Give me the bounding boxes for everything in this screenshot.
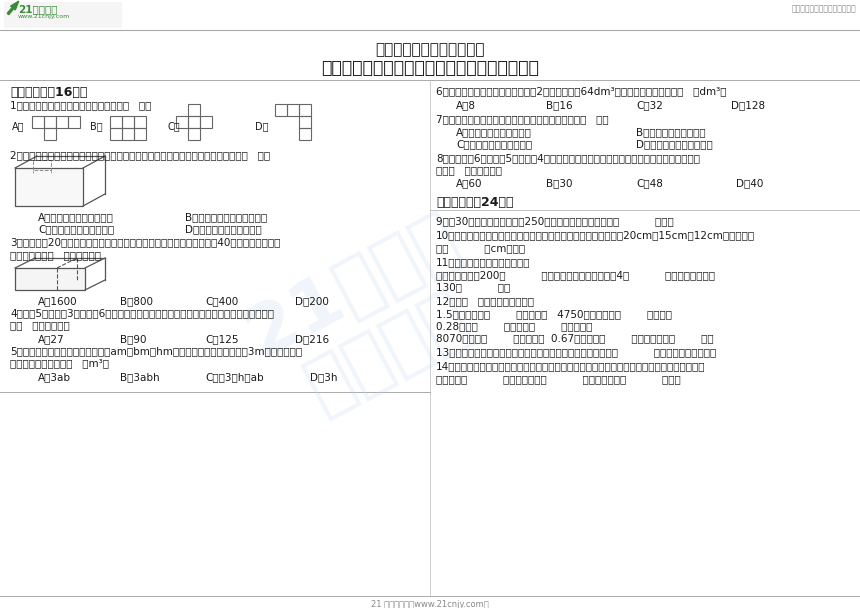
Bar: [4, 2, 122, 28]
Bar: [110, 128, 122, 140]
Text: 12．在（   ）里填上合适的数。: 12．在（ ）里填上合适的数。: [436, 296, 534, 306]
Bar: [299, 128, 311, 140]
Bar: [275, 104, 287, 116]
Bar: [44, 116, 56, 128]
Text: A．体积不变，表面积变小: A．体积不变，表面积变小: [456, 127, 531, 137]
Text: 电冰箱的容积是200（           ）。教室黑板的面积大约是4（           ）。小明的身高是: 电冰箱的容积是200（ ）。教室黑板的面积大约是4（ ）。小明的身高是: [436, 270, 715, 280]
Bar: [299, 116, 311, 128]
Text: 3．一个长为20厘米的长方体，按图中的横截面切成两段，表面积增加了40平方厘米，原来长: 3．一个长为20厘米的长方体，按图中的横截面切成两段，表面积增加了40平方厘米，…: [10, 237, 280, 247]
Text: B．30: B．30: [546, 178, 573, 188]
Text: 0.28升＝（        ）毫升＝（        ）立方厘米: 0.28升＝（ ）毫升＝（ ）立方厘米: [436, 321, 593, 331]
Text: 9．把30升的酒精装入容积是250毫升的酒精瓶里，能装满（           ）瓶。: 9．把30升的酒精装入容积是250毫升的酒精瓶里，能装满（ ）瓶。: [436, 216, 673, 226]
Text: B．: B．: [90, 121, 102, 131]
Text: D．体积和表面积都不是变: D．体积和表面积都不是变: [185, 224, 261, 234]
Text: 21 世纪教育网（www.21cnjy.com）: 21 世纪教育网（www.21cnjy.com）: [372, 600, 488, 608]
Text: D．216: D．216: [295, 334, 329, 344]
Text: A．27: A．27: [38, 334, 64, 344]
Text: A．体积减少，表面积不变: A．体积减少，表面积不变: [38, 212, 114, 222]
Bar: [176, 116, 188, 128]
Bar: [122, 128, 134, 140]
Bar: [122, 116, 134, 128]
Bar: [188, 116, 200, 128]
Bar: [32, 116, 44, 128]
Text: C．（3＋h）ab: C．（3＋h）ab: [205, 372, 264, 382]
Text: A．: A．: [12, 121, 24, 131]
Bar: [188, 128, 200, 140]
Text: 11．在括号里填上合适的单位。: 11．在括号里填上合适的单位。: [436, 257, 531, 267]
Bar: [15, 168, 83, 206]
Text: A．60: A．60: [456, 178, 482, 188]
Text: 体的体积比原来增加（   ）m³。: 体的体积比原来增加（ ）m³。: [10, 358, 109, 368]
Bar: [287, 104, 299, 116]
Text: 8．把一个长6厘米、宽5厘米、高4厘米的长方体切成两个完全相同的小长方体，表面积最多: 8．把一个长6厘米、宽5厘米、高4厘米的长方体切成两个完全相同的小长方体，表面积…: [436, 153, 700, 163]
Text: D．: D．: [255, 121, 268, 131]
Text: 了（           ）cm铁丝。: 了（ ）cm铁丝。: [436, 243, 525, 253]
Text: B．体积减少，表面积也减少: B．体积减少，表面积也减少: [185, 212, 267, 222]
Bar: [134, 128, 146, 140]
Bar: [33, 160, 51, 170]
Text: 人教版小学数学五年级下册: 人教版小学数学五年级下册: [375, 42, 485, 57]
Text: www.21cnjy.com: www.21cnjy.com: [18, 14, 71, 19]
Text: C．32: C．32: [636, 100, 663, 110]
Bar: [68, 116, 80, 128]
Text: 出红面对（           ）面，绿面对（           ）面，蓝面对（           ）面。: 出红面对（ ）面，绿面对（ ）面，蓝面对（ ）面。: [436, 374, 681, 384]
Text: D．200: D．200: [295, 296, 329, 306]
Text: 130（           ）。: 130（ ）。: [436, 282, 510, 292]
Text: D．128: D．128: [731, 100, 765, 110]
Text: 10．用铁丝焊接一个长方体框架，同一顶点上的三根铁丝长分别为20cm、15cm和12cm，则一共用: 10．用铁丝焊接一个长方体框架，同一顶点上的三根铁丝长分别为20cm、15cm和…: [436, 230, 755, 240]
Text: 6．一个正方体的棱长扩大到原来的2倍后，体积是64dm³，正方体原来的体积是（   ）dm³。: 6．一个正方体的棱长扩大到原来的2倍后，体积是64dm³，正方体原来的体积是（ …: [436, 86, 727, 96]
Text: D．体积变小，表面积变大: D．体积变小，表面积变大: [636, 139, 713, 149]
Bar: [44, 128, 56, 140]
Bar: [134, 116, 146, 128]
Text: A．1600: A．1600: [38, 296, 77, 306]
Text: 7．用两个完全相同的小正方体拼成一个长方体，则（   ）。: 7．用两个完全相同的小正方体拼成一个长方体，则（ ）。: [436, 114, 609, 124]
Text: 增加（   ）平方厘米。: 增加（ ）平方厘米。: [436, 165, 502, 175]
Text: D．40: D．40: [736, 178, 764, 188]
Bar: [56, 116, 68, 128]
Text: 1.5立方分米＝（        ）立方厘米   4750立方分米＝（        ）立方米: 1.5立方分米＝（ ）立方厘米 4750立方分米＝（ ）立方米: [436, 309, 672, 319]
Text: C．48: C．48: [636, 178, 663, 188]
Bar: [15, 268, 85, 290]
Bar: [110, 116, 122, 128]
Text: D．3h: D．3h: [310, 372, 337, 382]
Text: B．800: B．800: [120, 296, 153, 306]
Text: 是（   ）立方分米。: 是（ ）立方分米。: [10, 320, 70, 330]
Text: 中小学教育资源及组卷应用平台: 中小学教育资源及组卷应用平台: [791, 4, 856, 13]
Text: 二、填空题（24分）: 二、填空题（24分）: [436, 196, 513, 209]
FancyArrow shape: [7, 1, 19, 15]
Bar: [299, 104, 311, 116]
Text: 8070毫升＝（        ）立方分米  0.67立方米＝（        ）立方分米＝（        ）升: 8070毫升＝（ ）立方分米 0.67立方米＝（ ）立方分米＝（ ）升: [436, 333, 714, 343]
Text: B．体积和表面积都不变: B．体积和表面积都不变: [636, 127, 705, 137]
Text: 21世纪教育: 21世纪教育: [18, 4, 58, 14]
Text: 5．一个长方体的长、宽、高分别为am、bm、hm，如果长、宽不变，高增加3m，那么新长方: 5．一个长方体的长、宽、高分别为am、bm、hm，如果长、宽不变，高增加3m，那…: [10, 346, 302, 356]
Text: 第三单元《长方体和正方体》质量调研卷（一）: 第三单元《长方体和正方体》质量调研卷（一）: [321, 59, 539, 77]
Text: C．体积不变，表面积变大: C．体积不变，表面积变大: [456, 139, 532, 149]
Text: C．400: C．400: [205, 296, 238, 306]
Text: 方体的体积是（   ）立方厘米。: 方体的体积是（ ）立方厘米。: [10, 250, 101, 260]
Text: A．8: A．8: [456, 100, 476, 110]
Text: 4．将长5分米、宽3分米、高6分米的一块长方体木料锯成最大的正方体，这个正方体的体积: 4．将长5分米、宽3分米、高6分米的一块长方体木料锯成最大的正方体，这个正方体的…: [10, 308, 274, 318]
Text: 1．如图，图形折叠后能围成正方体的是（   ）。: 1．如图，图形折叠后能围成正方体的是（ ）。: [10, 100, 151, 110]
Text: 2．如图，将一个长方体木块的中间挖掉一小个小长方体木块，下面的说法正确的是（   ）。: 2．如图，将一个长方体木块的中间挖掉一小个小长方体木块，下面的说法正确的是（ ）…: [10, 150, 270, 160]
Text: 一、选择题（16分）: 一、选择题（16分）: [10, 86, 88, 99]
Text: C．体积减少，表面积增加: C．体积减少，表面积增加: [38, 224, 114, 234]
Text: A．3ab: A．3ab: [38, 372, 71, 382]
Text: B．16: B．16: [546, 100, 573, 110]
Text: 14．一个正方体的六个面分别涂上红、黄、蓝、绿、白、黑六种颜色，根据下图看到的颜色推断: 14．一个正方体的六个面分别涂上红、黄、蓝、绿、白、黑六种颜色，根据下图看到的颜…: [436, 361, 705, 371]
Bar: [200, 116, 212, 128]
Text: 21世纪教
育研究院: 21世纪教 育研究院: [235, 202, 506, 438]
Text: B．90: B．90: [120, 334, 146, 344]
Text: C．: C．: [168, 121, 181, 131]
Text: B．3abh: B．3abh: [120, 372, 160, 382]
Text: 13．用相同大小的小正方体拼成一个较大的正方体，至少需要（           ）个这样的小正方体。: 13．用相同大小的小正方体拼成一个较大的正方体，至少需要（ ）个这样的小正方体。: [436, 347, 716, 357]
Text: C．125: C．125: [205, 334, 238, 344]
Bar: [188, 104, 200, 116]
